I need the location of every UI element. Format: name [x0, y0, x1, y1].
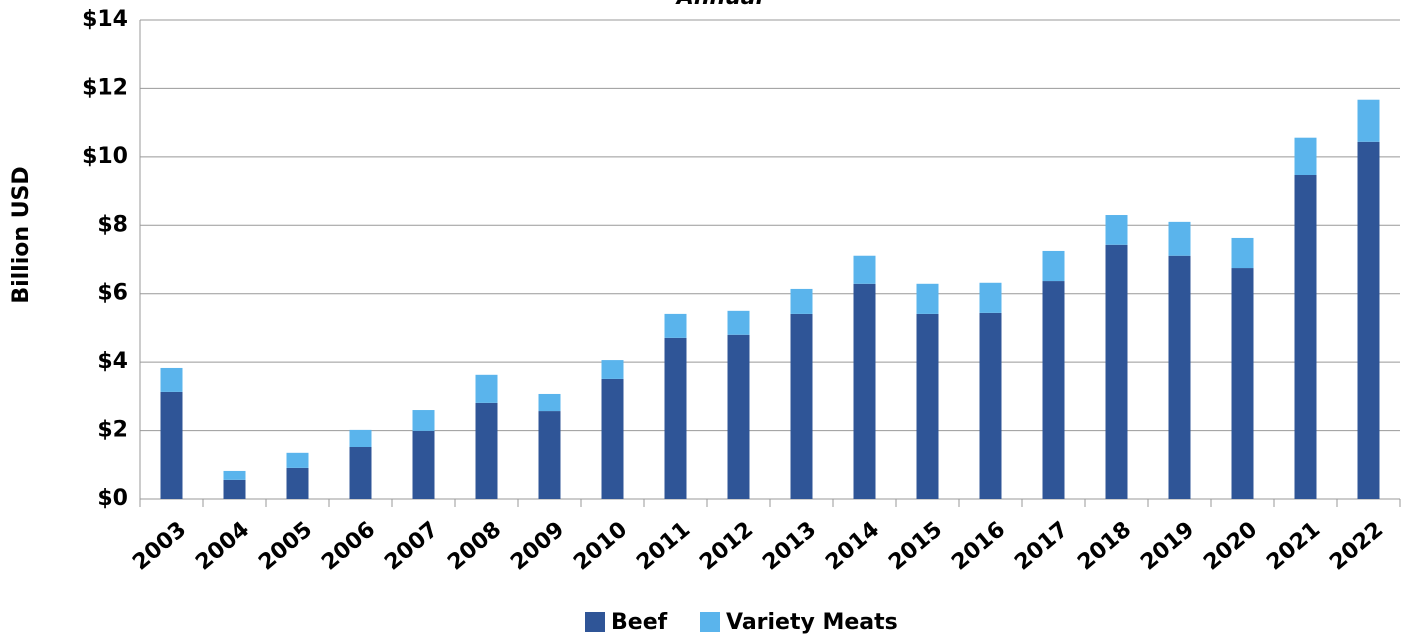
bar-segment	[727, 310, 750, 335]
y-axis-label: Billion USD	[9, 166, 34, 303]
x-tick-label: 2022	[1325, 517, 1388, 576]
legend-label: Beef	[611, 610, 668, 635]
x-tick-label: 2006	[317, 517, 380, 576]
x-tick-label: 2011	[632, 517, 695, 576]
legend-label: Variety Meats	[726, 610, 898, 635]
bar-segment	[538, 411, 561, 499]
bar-segment	[160, 367, 183, 392]
bar-segment	[1294, 174, 1317, 499]
bar-segment	[475, 402, 498, 499]
legend-swatch	[700, 612, 720, 632]
bar-segment	[1294, 137, 1317, 175]
x-tick-label: 2018	[1073, 517, 1136, 576]
bar-segment	[223, 479, 246, 499]
x-tick-label: 2004	[191, 517, 254, 576]
bar-segment	[538, 393, 561, 412]
bar-segment	[853, 255, 876, 284]
x-tick-label: 2019	[1136, 517, 1199, 576]
chart-title: Annual	[675, 0, 764, 10]
bar-segment	[349, 429, 372, 447]
bar-segment	[979, 282, 1002, 313]
bar-segment	[790, 313, 813, 499]
bar-segment	[1105, 244, 1128, 499]
bar-segment	[601, 378, 624, 499]
bar-segment	[1168, 255, 1191, 499]
x-tick-label: 2009	[506, 517, 569, 576]
x-tick-label: 2010	[569, 517, 632, 576]
bar-segment	[1231, 268, 1254, 499]
bar-segment	[286, 467, 309, 499]
x-tick-label: 2012	[695, 517, 758, 576]
bar-segment	[916, 283, 939, 314]
bar-segment	[664, 337, 687, 499]
x-tick-label: 2016	[947, 517, 1010, 576]
x-tick-label: 2005	[254, 517, 317, 576]
bar-segment	[1105, 215, 1128, 245]
legend-swatch	[585, 612, 605, 632]
x-tick-label: 2007	[380, 517, 443, 576]
y-tick-label: $10	[82, 144, 128, 169]
y-tick-label: $0	[97, 486, 128, 511]
bar-segment	[1168, 221, 1191, 256]
bar-segment	[601, 360, 624, 379]
bar-segment	[412, 410, 435, 431]
y-tick-label: $14	[82, 7, 128, 32]
bar-segment	[1357, 99, 1380, 142]
bar-segment	[1042, 250, 1065, 282]
bar-segment	[664, 313, 687, 338]
bar-segment	[475, 374, 498, 403]
bar-segment	[1231, 237, 1254, 269]
bar-segment	[727, 334, 750, 499]
y-tick-label: $8	[97, 212, 128, 237]
x-tick-label: 2020	[1199, 517, 1262, 576]
bar-segment	[349, 446, 372, 499]
x-tick-label: 2008	[443, 517, 506, 576]
bar-segment	[916, 313, 939, 499]
bar-segment	[223, 470, 246, 480]
x-tick-label: 2021	[1262, 517, 1325, 576]
bar-segment	[160, 391, 183, 499]
bar-segment	[979, 312, 1002, 499]
x-tick-label: 2014	[821, 517, 884, 576]
x-tick-label: 2013	[758, 517, 821, 576]
y-tick-label: $6	[97, 281, 128, 306]
bar-segment	[790, 288, 813, 314]
bar-segment	[1357, 141, 1380, 499]
y-tick-label: $4	[97, 349, 128, 374]
x-tick-label: 2003	[128, 517, 191, 576]
x-tick-label: 2015	[884, 517, 947, 576]
bar-segment	[412, 430, 435, 499]
x-tick-label: 2017	[1010, 517, 1073, 576]
bar-segment	[286, 452, 309, 468]
bar-segment	[1042, 281, 1065, 499]
bar-segment	[853, 283, 876, 499]
y-tick-label: $2	[97, 418, 128, 443]
y-tick-label: $12	[82, 75, 128, 100]
